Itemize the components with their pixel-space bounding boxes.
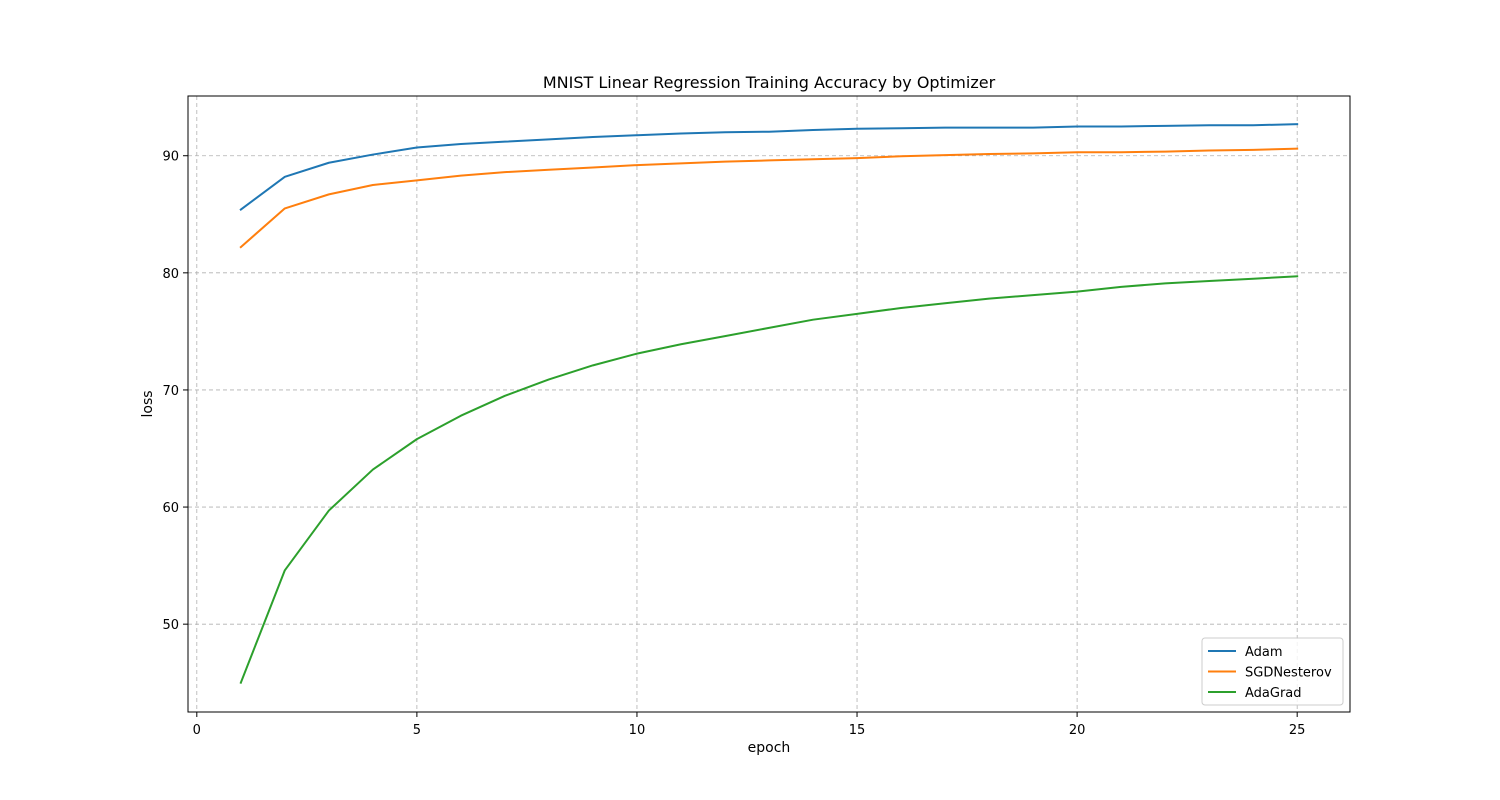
plot-frame: [187, 95, 1351, 713]
legend-label-sgdnesterov: SGDNesterov: [1245, 666, 1332, 681]
legend-label-adagrad: AdaGrad: [1245, 686, 1302, 701]
legend-label-adam: Adam: [1245, 645, 1283, 660]
series-lines: [239, 123, 1299, 685]
y-axis-label: loss: [140, 390, 156, 417]
x-tick-label: 10: [629, 723, 646, 738]
x-axis-ticks: 0 5 10 15 20 25: [193, 712, 1306, 738]
x-tick-label: 5: [413, 723, 421, 738]
x-tick-label: 25: [1289, 723, 1306, 738]
legend-items: Adam SGDNesterov AdaGrad: [1208, 645, 1332, 701]
x-tick-label: 15: [849, 723, 866, 738]
y-axis-ticks: 50 60 70 80 90: [162, 150, 188, 633]
series-line-adagrad: [239, 275, 1299, 685]
series-line-adam: [239, 123, 1299, 211]
legend: Adam SGDNesterov AdaGrad: [1201, 637, 1344, 706]
x-axis-label: epoch: [748, 740, 791, 756]
y-tick-label: 70: [162, 384, 179, 399]
y-tick-label: 90: [162, 150, 179, 165]
legend-box: [1201, 637, 1344, 706]
series-line-sgdnesterov: [239, 147, 1299, 249]
y-tick-label: 80: [162, 267, 179, 282]
grid: [188, 96, 1350, 712]
x-tick-label: 20: [1069, 723, 1086, 738]
y-tick-label: 50: [162, 618, 179, 633]
chart-title: MNIST Linear Regression Training Accurac…: [543, 73, 996, 92]
x-tick-label: 0: [193, 723, 201, 738]
y-tick-label: 60: [162, 501, 179, 516]
